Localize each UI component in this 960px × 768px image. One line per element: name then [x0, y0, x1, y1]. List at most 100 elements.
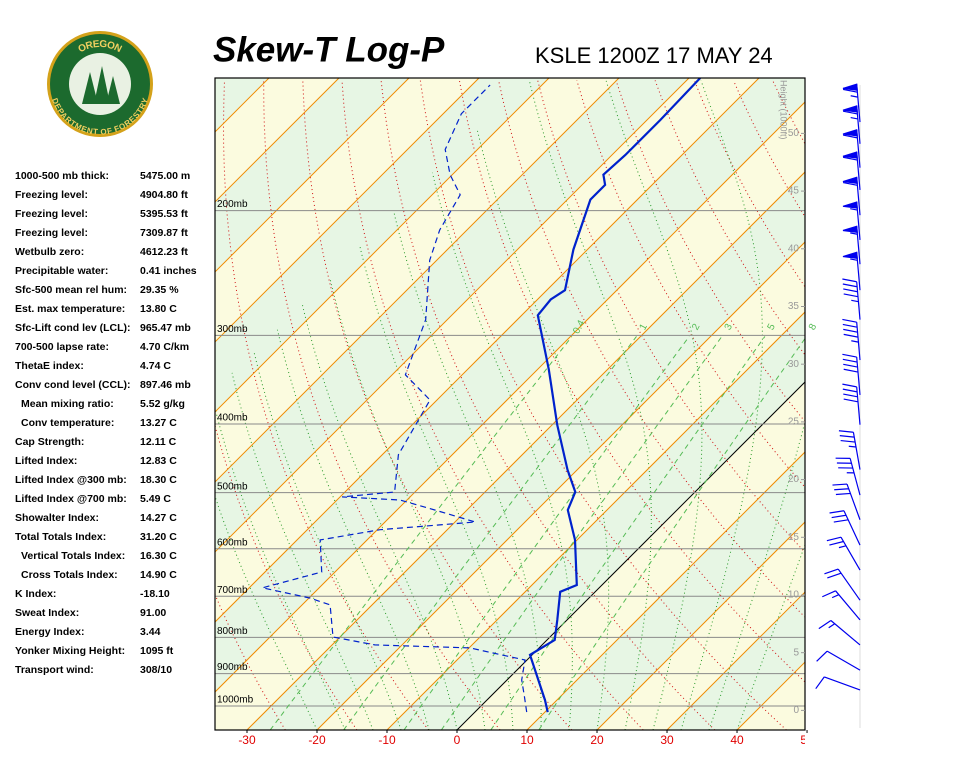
barb-pennant	[842, 225, 858, 233]
index-label: Cap Strength:	[15, 436, 84, 448]
index-value: 1095 ft	[140, 645, 174, 657]
wind-barb	[842, 176, 861, 216]
y2-tick-label: 50	[788, 128, 800, 139]
index-value: 12.11 C	[140, 436, 177, 448]
chart-title: Skew-T Log-P	[213, 30, 445, 69]
isotherm	[215, 101, 805, 693]
barb-pennant	[842, 201, 858, 209]
index-value: 4.74 C	[140, 360, 171, 372]
index-label: Showalter Index:	[15, 512, 99, 524]
logo-tree	[82, 72, 98, 104]
barb-staff	[818, 620, 861, 646]
barb-staff	[832, 483, 861, 520]
barb-pennant	[842, 151, 858, 159]
x-tick-label: -30	[238, 733, 256, 747]
index-value: 0.41 inches	[140, 265, 197, 277]
mixing-ratio-label: 1	[638, 322, 651, 332]
index-value: 5475.00 m	[140, 170, 190, 182]
wind-barb	[842, 83, 861, 123]
mixing-ratio-line	[490, 336, 766, 730]
wind-barb	[826, 536, 861, 571]
dry-adiabat	[812, 80, 960, 730]
wind-barb	[832, 483, 861, 520]
index-value: 897.46 mb	[140, 379, 191, 391]
y-tick-label: 200mb	[217, 199, 248, 210]
moist-adiabat	[276, 329, 430, 730]
dry-adiabat	[615, 80, 805, 423]
barb-pennant	[842, 105, 858, 113]
index-value: 14.90 C	[140, 569, 177, 581]
isotherm-band	[215, 78, 805, 692]
y2-tick-label: 45	[788, 186, 800, 197]
logo-top-text: OREGON	[76, 38, 123, 54]
dry-adiabat	[458, 80, 805, 683]
index-value: 31.20 C	[140, 531, 177, 543]
dry-adiabat	[929, 80, 960, 730]
index-label: Yonker Mixing Height:	[15, 645, 125, 657]
index-value: 16.30 C	[140, 550, 177, 562]
index-label: Est. max temperature:	[15, 303, 125, 315]
wind-barb	[829, 510, 861, 546]
wind-barbs	[815, 83, 861, 691]
x-tick-label: 40	[730, 733, 744, 747]
index-value: 13.27 C	[140, 417, 177, 429]
index-value: 18.30 C	[140, 474, 177, 486]
barb-staff	[815, 676, 861, 691]
index-value: 7309.87 ft	[140, 227, 188, 239]
dry-adiabat	[215, 593, 286, 730]
wind-barb	[842, 105, 861, 144]
y-tick-label: 800mb	[217, 626, 248, 637]
x-tick-label: 50	[800, 733, 814, 747]
logo-tree	[106, 76, 120, 104]
wind-barb	[818, 620, 861, 646]
plot-frame	[214, 77, 806, 731]
barb-staff	[838, 430, 861, 470]
dewpoint-line	[262, 84, 528, 713]
y-tick-label: 900mb	[217, 662, 248, 673]
isotherm	[666, 591, 805, 730]
chart-subtitle: KSLE 1200Z 17 MAY 24	[535, 43, 773, 68]
index-label: K Index:	[15, 588, 56, 600]
mixing-ratio-line	[440, 336, 723, 730]
index-value: 4904.80 ft	[140, 189, 188, 201]
index-label: Energy Index:	[15, 626, 84, 638]
isotherm-band	[947, 78, 960, 730]
isotherm	[246, 171, 805, 730]
logo-text: OREGON	[76, 38, 123, 54]
index-label: Conv temperature:	[21, 417, 114, 429]
index-label: Precipitable water:	[15, 265, 108, 277]
barb-staff	[824, 568, 861, 601]
barb-staff	[835, 457, 861, 496]
y2-tick-label: 25	[788, 417, 800, 428]
index-label: ThetaE index:	[15, 360, 84, 372]
index-value: 14.27 C	[140, 512, 177, 524]
isotherm-band	[807, 78, 960, 730]
x-tick-labels: -30 -20 -10 0 10 20 30 40 50	[238, 733, 814, 747]
axis-labels: 200mb 300mb 400mb 500mb 600mb 700mb 800mb 900mb…	[217, 80, 820, 747]
dry-adiabat	[654, 80, 805, 356]
isotherm	[526, 451, 805, 730]
index-value: 308/10	[140, 664, 172, 676]
wind-barb	[842, 225, 861, 265]
wind-barb	[838, 430, 861, 470]
y-tick-label: 1000mb	[217, 695, 254, 706]
isotherm-band	[877, 78, 960, 730]
dry-adiabat	[851, 80, 960, 730]
mixing-ratio-line	[343, 336, 637, 730]
isotherm	[215, 78, 340, 203]
index-value: -18.10	[140, 588, 170, 600]
y2-tick-label: 15	[788, 532, 800, 543]
index-label: Total Totals Index:	[15, 531, 106, 543]
x-tick-label: 20	[590, 733, 604, 747]
index-value: 5.52 g/kg	[140, 398, 185, 410]
isotherm	[215, 78, 480, 343]
mixing-ratio-line	[269, 336, 573, 730]
index-value: 4.70 C/km	[140, 341, 189, 353]
moist-adiabat	[231, 372, 374, 730]
y-tick-label: 500mb	[217, 481, 248, 492]
index-label: Freezing level:	[15, 208, 88, 220]
barb-pennant	[842, 129, 858, 137]
barb-staff	[842, 318, 861, 361]
wind-barb	[822, 590, 861, 621]
index-label: Sfc-500 mean rel hum:	[15, 284, 127, 296]
